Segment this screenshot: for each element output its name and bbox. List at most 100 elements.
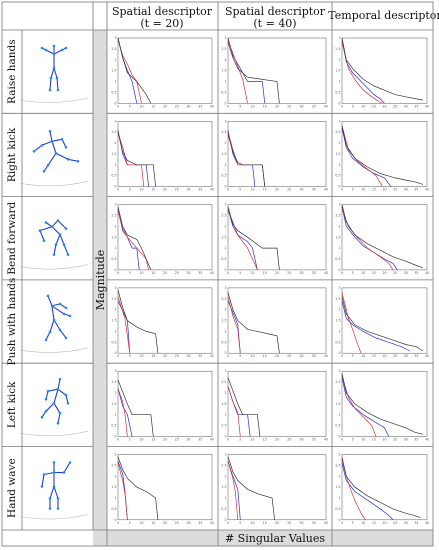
y-tick-label: 1.5 (111, 152, 116, 156)
x-tick-label: 15 (372, 188, 376, 192)
skeleton-joint (58, 302, 62, 306)
x-tick-label: 20 (382, 188, 386, 192)
skeleton-bone (63, 244, 69, 255)
x-tick-label: 10 (139, 521, 143, 525)
skeleton-bone (51, 138, 63, 142)
x-tick-label: 20 (382, 354, 386, 358)
y-tick-label: 0 (224, 435, 226, 439)
x-tick-label: 25 (393, 188, 397, 192)
y-tick-label: 1 (338, 496, 340, 500)
x-tick-label: 25 (175, 521, 179, 525)
x-tick-label: 40 (210, 354, 214, 358)
skeleton-bone (49, 77, 52, 91)
skeleton-bone (51, 220, 59, 227)
ylabel-shade (93, 30, 107, 530)
y-tick-label: 2.5 (111, 47, 116, 51)
x-tick-label: 30 (404, 188, 408, 192)
skeleton-joint (50, 304, 54, 308)
skeleton-bone (45, 391, 49, 400)
x-tick-label: 35 (312, 521, 316, 525)
series-line-blue (117, 208, 140, 270)
y-tick-label: 0.5 (111, 257, 116, 261)
y-tick-label: 1.5 (111, 69, 116, 73)
x-tick-label: 35 (198, 104, 202, 108)
skeleton-bone (53, 402, 61, 414)
x-tick-label: 10 (361, 521, 365, 525)
x-tick-label: 40 (210, 188, 214, 192)
x-tick-label: 25 (287, 104, 291, 108)
x-tick-label: 10 (250, 104, 254, 108)
x-tick-label: 25 (175, 354, 179, 358)
skeleton-bone (56, 77, 59, 91)
skeleton-joint (66, 253, 70, 256)
skeleton-joint (42, 170, 46, 173)
x-tick-label: 30 (404, 354, 408, 358)
x-tick-label: 35 (198, 188, 202, 192)
plot-frame (227, 121, 327, 187)
table-lines (2, 2, 433, 546)
y-tick-label: 0.5 (111, 90, 116, 94)
y-tick-label: 2.5 (335, 47, 340, 51)
x-tick-label: 5 (239, 271, 241, 275)
skeleton-joint (48, 130, 52, 133)
y-tick-label: 2.5 (111, 380, 116, 384)
x-tick-label: 15 (372, 438, 376, 442)
x-tick-label: 15 (263, 271, 267, 275)
floor-line (19, 181, 89, 187)
x-tick-label: 10 (139, 438, 143, 442)
skeleton-bone (41, 474, 45, 487)
skeleton-figure (19, 130, 89, 187)
y-tick-label: 1.5 (335, 152, 340, 156)
y-tick-label: 1.5 (221, 235, 226, 239)
x-tick-label: 0 (227, 521, 229, 525)
y-tick-label: 2.5 (335, 213, 340, 217)
y-tick-label: 0.5 (111, 424, 116, 428)
x-tick-label: 25 (175, 188, 179, 192)
skeleton-figure (19, 44, 89, 103)
skeleton-joint (62, 312, 66, 316)
y-tick-label: 1.5 (221, 152, 226, 156)
skeleton-bone (41, 140, 53, 146)
x-tick-label: 30 (299, 521, 303, 525)
skeleton-joint (56, 497, 60, 500)
y-tick-label: 1.5 (221, 319, 226, 323)
x-tick-label: 25 (393, 521, 397, 525)
skeleton-bone (45, 331, 51, 341)
x-tick-label: 40 (210, 438, 214, 442)
skeleton-joint (64, 146, 68, 149)
plot-frame (227, 204, 327, 271)
x-tick-label: 15 (372, 104, 376, 108)
series-line-red (117, 388, 128, 437)
x-tick-label: 5 (352, 438, 354, 442)
series-line-black (117, 206, 152, 271)
skeleton-bone (55, 152, 69, 160)
header-col1: Spatial descriptor (112, 5, 213, 18)
series-line-blue (341, 463, 394, 521)
x-tick-label: 10 (139, 104, 143, 108)
x-tick-label: 5 (239, 104, 241, 108)
y-tick-label: 2.5 (335, 297, 340, 301)
skeleton-bone (47, 388, 59, 392)
skeleton-joint (52, 401, 56, 405)
skeleton-joint (64, 227, 68, 230)
skeleton-bone (43, 471, 55, 476)
table-border (1, 1, 434, 547)
y-tick-label: 0.5 (335, 174, 340, 178)
skeleton-joint (56, 88, 60, 92)
series-line-black (227, 206, 280, 270)
y-tick-label: 2.5 (221, 463, 226, 467)
x-tick-label: 20 (275, 354, 279, 358)
skeleton-joint (48, 507, 52, 510)
y-tick-label: 1.5 (111, 402, 116, 406)
skeleton-joint (44, 221, 48, 224)
skeleton-bone (55, 234, 61, 245)
y-tick-label: 0.5 (335, 340, 340, 344)
x-tick-label: 40 (324, 104, 328, 108)
column-headers: Spatial descriptor (t = 20) Spatial desc… (112, 5, 439, 30)
